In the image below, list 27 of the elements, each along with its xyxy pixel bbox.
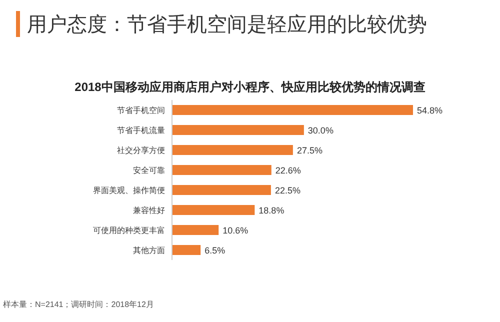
y-tick-label: 其他方面 (133, 246, 165, 255)
bar (172, 205, 255, 215)
data-label: 30.0% (308, 126, 334, 136)
data-label: 10.6% (222, 226, 248, 236)
y-tick-label: 兼容性好 (133, 206, 165, 215)
data-label: 22.6% (275, 166, 301, 176)
bar (172, 245, 201, 255)
chart-subtitle: 2018中国移动应用商店用户对小程序、快应用比较优势的情况调查 (74, 80, 426, 94)
bar (172, 165, 272, 175)
data-label: 18.8% (258, 206, 284, 216)
y-tick-label: 节省手机空间 (117, 106, 165, 115)
y-tick-label: 社交分享方便 (117, 146, 165, 155)
data-label: 6.5% (204, 246, 226, 256)
chart-title: 用户态度：节省手机空间是轻应用的比较优势 (27, 14, 427, 36)
data-label: 22.5% (274, 186, 300, 196)
y-tick-label: 安全可靠 (133, 166, 165, 175)
bar (172, 185, 271, 195)
y-tick-label: 界面美观、操作简便 (93, 186, 165, 195)
bar (172, 105, 413, 115)
bar (172, 125, 304, 135)
text: 样本量：N=2141；调研时间：2018年12月 (3, 300, 154, 309)
data-label: 27.5% (296, 146, 322, 156)
bar (172, 225, 219, 235)
bar (172, 145, 293, 155)
y-tick-label: 可使用的种类更丰富 (93, 226, 165, 235)
y-tick-label: 节省手机流量 (117, 126, 165, 135)
data-label: 54.8% (417, 106, 443, 116)
